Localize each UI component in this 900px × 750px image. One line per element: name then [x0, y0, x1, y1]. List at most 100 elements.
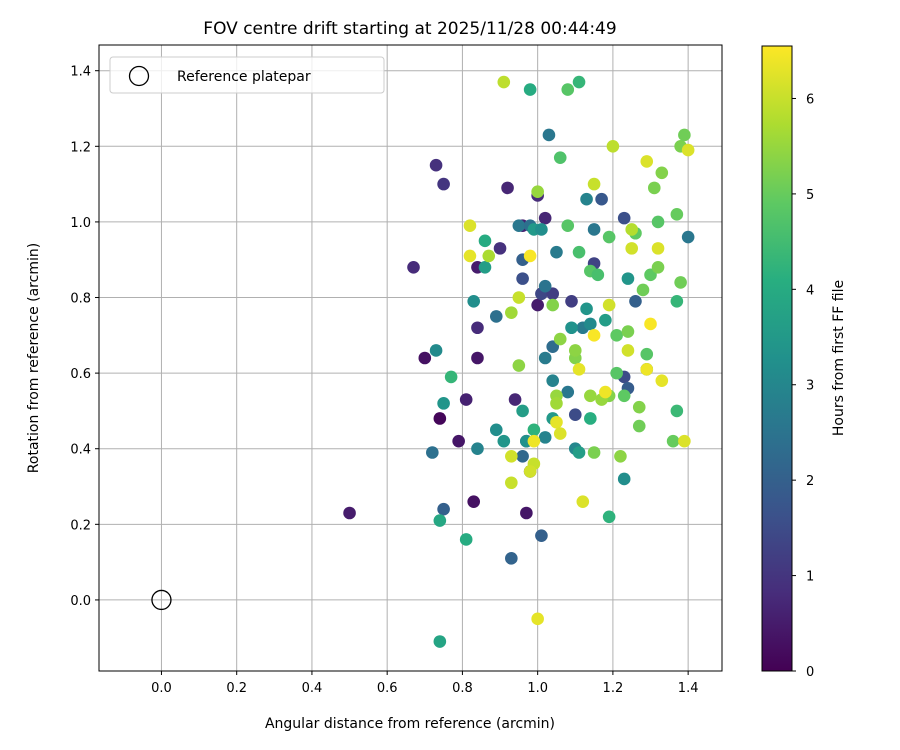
chart-title: FOV centre drift starting at 2025/11/28 …	[203, 19, 616, 39]
data-point	[602, 510, 616, 524]
data-point	[538, 351, 552, 365]
data-point	[584, 389, 597, 403]
y-tick-label: 0.6	[70, 367, 91, 382]
data-point	[542, 128, 556, 142]
data-point	[527, 423, 541, 437]
legend-marker-icon	[128, 65, 150, 87]
data-point	[471, 321, 484, 335]
data-point	[418, 351, 432, 365]
data-point	[463, 249, 477, 263]
data-point	[497, 434, 511, 448]
data-point	[437, 397, 450, 410]
data-point	[576, 495, 590, 508]
data-point	[584, 412, 597, 425]
colorbar-tick-label: 1	[806, 570, 814, 585]
x-axis-ticks: 0.0 0.2 0.4 0.6 0.8 1.0 1.2 1.4	[151, 671, 698, 696]
colorbar-tick-label: 2	[806, 474, 814, 489]
data-point	[505, 449, 518, 463]
data-point	[666, 434, 680, 448]
data-point	[591, 268, 605, 282]
data-point	[553, 332, 567, 346]
colorbar-gradient	[761, 45, 793, 672]
data-point	[568, 344, 582, 357]
data-point	[636, 283, 650, 297]
data-point	[572, 363, 586, 376]
grid-lines	[99, 45, 722, 671]
data-point	[523, 465, 537, 478]
data-point	[493, 242, 507, 255]
data-point	[482, 249, 496, 263]
data-point	[640, 155, 654, 168]
data-point	[580, 192, 593, 206]
y-tick-label: 0.4	[70, 443, 91, 458]
data-point	[467, 495, 481, 508]
data-point	[674, 276, 687, 289]
data-point	[343, 506, 356, 520]
data-point	[644, 317, 657, 331]
data-point	[478, 234, 492, 248]
data-point	[505, 306, 518, 319]
reference-point-marker	[151, 589, 172, 611]
data-point	[610, 366, 623, 380]
data-point	[452, 434, 465, 448]
data-point	[550, 245, 563, 259]
data-point	[426, 446, 439, 459]
data-point	[561, 83, 575, 96]
data-point	[553, 427, 567, 440]
y-axis-ticks: 0.0 0.2 0.4 0.6 0.8 1.0 1.2 1.4	[70, 65, 99, 609]
data-point	[580, 302, 593, 316]
data-point	[527, 434, 541, 448]
data-point	[501, 181, 514, 195]
x-tick-label: 1.2	[603, 681, 624, 696]
y-tick-label: 1.4	[70, 65, 91, 80]
colorbar: 0 1 2 3 4 5 6 Hours from first FF file	[761, 45, 847, 680]
data-point	[550, 397, 563, 410]
data-point	[550, 415, 563, 429]
data-point	[512, 359, 526, 372]
data-point	[681, 143, 695, 157]
y-tick-label: 1.2	[70, 140, 91, 155]
x-tick-label: 0.6	[377, 681, 398, 696]
data-point	[489, 310, 503, 323]
data-point	[565, 321, 578, 335]
data-point	[617, 211, 631, 225]
data-point	[520, 506, 533, 520]
data-point	[535, 223, 548, 236]
data-point	[565, 294, 578, 308]
data-point	[538, 431, 552, 444]
data-point	[459, 533, 473, 546]
data-point	[632, 419, 646, 433]
data-point	[433, 635, 447, 648]
data-point	[625, 223, 639, 236]
data-point	[640, 347, 654, 361]
data-point	[444, 370, 458, 384]
data-point	[505, 476, 518, 490]
data-point	[523, 249, 537, 263]
x-tick-label: 0.2	[226, 681, 247, 696]
data-point	[670, 208, 684, 221]
x-tick-label: 1.0	[527, 681, 548, 696]
colorbar-tick-label: 5	[806, 188, 814, 203]
data-point	[489, 423, 503, 437]
y-tick-label: 0.2	[70, 518, 91, 533]
data-point	[651, 215, 665, 229]
data-point	[561, 385, 575, 399]
data-point	[429, 344, 443, 357]
data-point	[531, 185, 544, 198]
data-point	[587, 329, 601, 342]
data-point	[512, 291, 526, 304]
data-point	[568, 408, 582, 422]
data-point	[538, 211, 552, 225]
data-point	[599, 385, 612, 399]
data-point	[508, 393, 522, 406]
data-point	[467, 294, 481, 308]
x-tick-label: 0.0	[151, 681, 172, 696]
data-point	[651, 242, 665, 255]
data-point	[670, 404, 684, 418]
data-point	[678, 434, 691, 448]
data-point	[437, 177, 450, 191]
data-point	[587, 446, 601, 459]
data-point	[595, 192, 608, 206]
data-point	[629, 294, 642, 308]
